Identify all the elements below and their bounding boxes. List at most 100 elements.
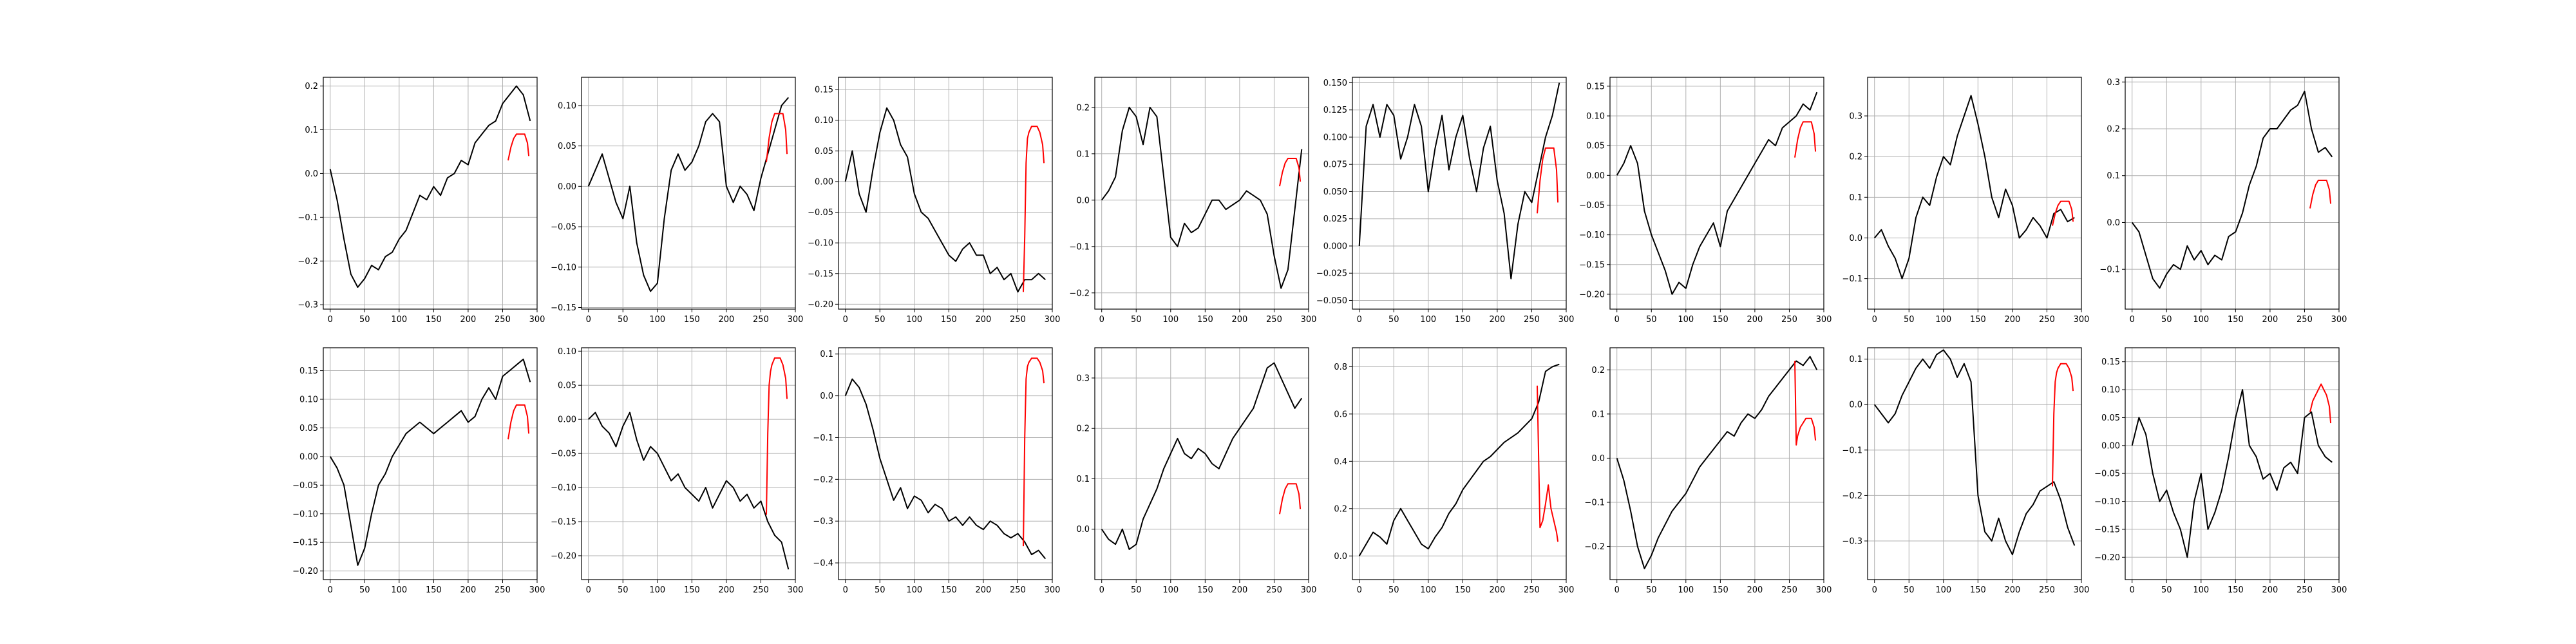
subplot-9: 0 50 100 150 200 250 300 −0.20 −0.15 −0.10 −0.05 0.… (292, 347, 545, 595)
x-tick-label: 200 (2004, 585, 2020, 595)
x-tick-label: 200 (1489, 315, 1505, 325)
x-tick-label: 250 (753, 315, 769, 325)
forecast-series-line (2052, 363, 2074, 487)
axes-frame (581, 347, 796, 580)
y-tick-label: 0.2 (305, 82, 318, 91)
axes-frame (1609, 347, 1824, 580)
x-tick-label: 50 (875, 315, 886, 325)
x-tick-label: 50 (1904, 315, 1915, 325)
x-tick-label: 150 (1197, 585, 1213, 595)
y-tick-label: −0.2 (1584, 542, 1605, 552)
y-tick-label: 0.05 (815, 147, 833, 156)
axes-frame (1352, 77, 1567, 310)
forecast-series-line (1537, 385, 1559, 542)
x-tick-label: 100 (649, 585, 665, 595)
x-tick-label: 150 (1970, 315, 1986, 325)
y-tick-label: −0.1 (1842, 274, 1862, 284)
y-tick-label: −0.2 (1842, 491, 1862, 501)
x-tick-label: 250 (1010, 585, 1026, 595)
axes-frame (838, 77, 1053, 310)
observed-series-line (1873, 95, 2075, 279)
x-tick-label: 150 (426, 315, 442, 325)
x-tick-label: 300 (529, 315, 545, 325)
x-tick-label: 250 (2039, 585, 2055, 595)
x-tick-label: 250 (495, 585, 511, 595)
y-tick-label: −0.10 (808, 239, 833, 249)
y-tick-label: 0.6 (1334, 410, 1347, 419)
y-tick-label: −0.05 (2094, 469, 2120, 479)
x-tick-label: 0 (586, 315, 591, 325)
x-tick-label: 0 (2130, 585, 2135, 595)
y-tick-label: 0.2 (1076, 424, 1090, 434)
forecast-series-line (766, 113, 788, 162)
y-tick-label: 0.1 (1076, 475, 1090, 484)
y-tick-label: −0.050 (1316, 296, 1347, 306)
x-tick-label: 200 (1489, 585, 1505, 595)
y-tick-label: 0.025 (1323, 214, 1347, 224)
y-tick-label: −0.15 (2094, 525, 2120, 535)
x-tick-label: 300 (2331, 315, 2347, 325)
x-tick-label: 50 (359, 585, 370, 595)
y-tick-label: −0.15 (292, 538, 318, 548)
y-tick-label: 0.1 (820, 350, 833, 359)
axes-frame (1352, 347, 1567, 580)
x-tick-label: 200 (1231, 315, 1247, 325)
y-tick-label: 0.2 (1076, 103, 1090, 113)
y-tick-label: 0.00 (2101, 441, 2120, 451)
y-tick-label: 0.15 (1586, 82, 1605, 91)
x-tick-label: 300 (788, 585, 804, 595)
subplot-12: 0 50 100 150 200 250 300 0.0 0.1 0.2 0.3 (1076, 347, 1316, 595)
y-tick-label: −0.2 (1069, 289, 1090, 298)
x-tick-label: 200 (2262, 315, 2278, 325)
y-tick-label: 0.1 (2107, 171, 2120, 181)
y-tick-label: 0.05 (558, 142, 576, 151)
x-tick-label: 250 (1266, 585, 1282, 595)
y-tick-label: 0.1 (1849, 355, 1862, 365)
subplot-10: 0 50 100 150 200 250 300 −0.20 −0.15 −0.10 −0.05 0.… (551, 347, 803, 595)
x-tick-label: 100 (1420, 315, 1436, 325)
x-tick-label: 300 (2074, 585, 2090, 595)
x-tick-label: 150 (1712, 585, 1728, 595)
x-tick-label: 50 (1904, 585, 1915, 595)
y-tick-label: 0.0 (1849, 401, 1862, 410)
observed-series-line (844, 107, 1046, 293)
x-tick-label: 250 (2039, 315, 2055, 325)
x-tick-label: 300 (1045, 585, 1061, 595)
observed-series-line (1358, 363, 1560, 556)
y-tick-label: 0.3 (2107, 78, 2120, 88)
observed-series-line (1616, 355, 1818, 569)
subplot-13: 0 50 100 150 200 250 300 0.0 0.2 0.4 0.6 0.8 (1334, 347, 1574, 595)
x-tick-label: 150 (1197, 315, 1213, 325)
x-tick-label: 0 (328, 315, 333, 325)
x-tick-label: 150 (426, 585, 442, 595)
subplot-6: 0 50 100 150 200 250 300 −0.20 −0.15 −0.10 −0.05 0.… (1579, 77, 1832, 325)
y-tick-label: 0.3 (1849, 112, 1862, 122)
x-tick-label: 300 (788, 315, 804, 325)
axes-frame (838, 347, 1053, 580)
x-tick-label: 50 (1388, 315, 1399, 325)
subplot-14: 0 50 100 150 200 250 300 −0.2 −0.1 0.0 0.1 0.2 (1584, 347, 1832, 595)
x-tick-label: 250 (1010, 315, 1026, 325)
y-tick-label: −0.20 (808, 300, 833, 310)
x-tick-label: 0 (586, 585, 591, 595)
observed-series-line (329, 85, 531, 288)
x-tick-label: 100 (1935, 315, 1951, 325)
subplot-5: 0 50 100 150 200 250 300 −0.050 −0.025 0.000 0.025… (1316, 77, 1574, 325)
x-tick-label: 0 (1872, 585, 1877, 595)
x-tick-label: 50 (618, 585, 629, 595)
y-tick-label: −0.15 (551, 518, 576, 527)
x-tick-label: 200 (718, 585, 734, 595)
subplot-7: 0 50 100 150 200 250 300 −0.1 0.0 0.1 0.2 0.3 (1842, 77, 2089, 325)
x-tick-label: 50 (875, 585, 886, 595)
y-tick-label: −0.10 (1579, 231, 1605, 240)
x-tick-label: 150 (2228, 585, 2244, 595)
y-tick-label: −0.20 (292, 567, 318, 576)
x-tick-label: 200 (1747, 585, 1763, 595)
y-tick-label: −0.2 (298, 257, 318, 267)
y-tick-label: 0.8 (1334, 363, 1347, 372)
x-tick-label: 150 (941, 315, 957, 325)
y-tick-label: 0.10 (2101, 386, 2120, 395)
x-tick-label: 0 (1357, 315, 1362, 325)
y-tick-label: 0.0 (2107, 218, 2120, 228)
